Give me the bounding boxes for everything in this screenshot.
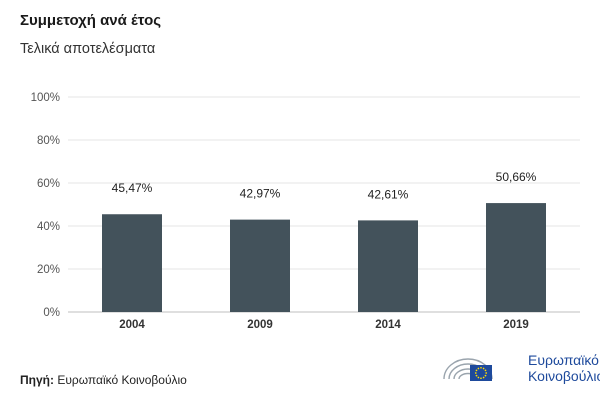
y-tick-label: 100% xyxy=(31,92,60,104)
y-tick-label: 40% xyxy=(37,221,60,233)
y-tick-label: 20% xyxy=(37,264,60,276)
x-tick-label: 2014 xyxy=(375,319,401,331)
flag-star-icon xyxy=(482,376,485,379)
flag-star-icon xyxy=(484,374,487,377)
source-note: Πηγή: Ευρωπαϊκό Κοινοβούλιο xyxy=(20,373,187,387)
chart-subtitle: Τελικά αποτελέσματα xyxy=(20,41,156,57)
data-label: 42,97% xyxy=(240,187,281,201)
flag-star-icon xyxy=(484,369,487,372)
flag-star-icon xyxy=(480,366,482,369)
source-label: Πηγή: xyxy=(20,373,54,387)
y-tick-label: 80% xyxy=(37,135,60,147)
parliament-hemicycle-icon xyxy=(443,358,493,381)
data-label: 42,61% xyxy=(368,187,409,201)
y-tick-label: 0% xyxy=(43,307,60,319)
data-label: 50,66% xyxy=(496,170,537,184)
x-tick-label: 2004 xyxy=(119,319,145,331)
logo-text: Ευρωπαϊκό Κοινοβούλιο xyxy=(528,352,600,384)
flag-star-icon xyxy=(477,367,480,370)
bar xyxy=(230,219,290,312)
x-tick-label: 2019 xyxy=(503,319,529,331)
flag-star-icon xyxy=(475,374,478,377)
x-tick-label: 2009 xyxy=(247,319,273,331)
bar-chart: 0% 20% 40% 60% 80% 100% 45,47% 2004 42,97% 2009 42… xyxy=(31,92,580,331)
logo-line-1: Ευρωπαϊκό xyxy=(528,352,599,368)
flag-star-icon xyxy=(480,377,482,380)
bar xyxy=(358,220,418,312)
flag-star-icon xyxy=(482,367,485,370)
logo-line-2: Κοινοβούλιο xyxy=(528,368,600,384)
flag-star-icon xyxy=(485,372,488,374)
data-label: 45,47% xyxy=(112,181,153,195)
flag-star-icon xyxy=(475,369,478,372)
bar xyxy=(102,214,162,312)
eu-flag-icon xyxy=(470,365,492,381)
source-value: Ευρωπαϊκό Κοινοβούλιο xyxy=(57,373,187,387)
chart-title: Συμμετοχή ανά έτος xyxy=(20,12,162,29)
european-parliament-logo: Ευρωπαϊκό Κοινοβούλιο xyxy=(440,349,600,389)
flag-star-icon xyxy=(474,372,477,374)
y-tick-label: 60% xyxy=(37,178,60,190)
flag-star-icon xyxy=(477,376,480,379)
bar xyxy=(486,203,546,312)
